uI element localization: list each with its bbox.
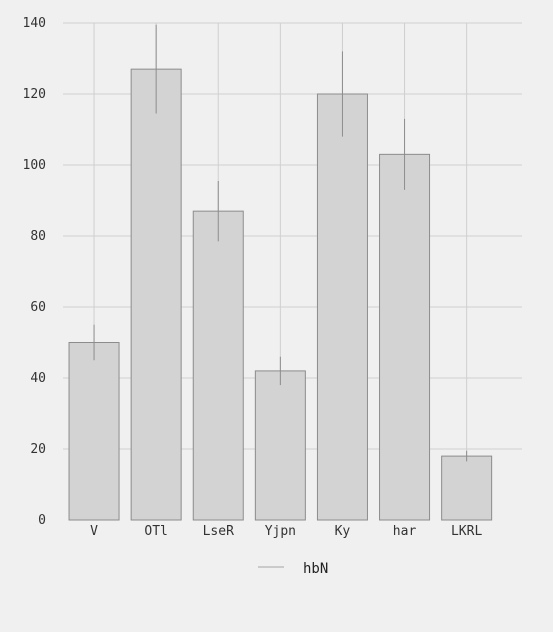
x-tick-label: LseR [203,524,234,539]
y-tick-label: 0 [38,513,46,528]
y-tick-label: 140 [23,16,46,31]
bar-yjpn [254,370,306,521]
x-tick-label: Ky [335,524,351,539]
bar-lkrl [441,455,493,521]
bar-v [68,342,120,521]
y-tick-label: 60 [30,300,46,315]
x-tick-label: LKRL [451,524,482,539]
legend-label: hbN [303,561,328,577]
legend: hbN [258,561,328,577]
y-tick-label: 80 [30,229,46,244]
bar-ky [316,93,368,521]
y-tick-label: 100 [23,158,46,173]
y-tick-label: 40 [30,371,46,386]
y-tick-label: 120 [23,87,46,102]
bar-har [379,153,431,521]
x-tick-label: Yjpn [265,524,296,539]
y-axis-tick-labels: 0 20 40 60 80 100 120 140 [23,16,46,528]
bars [68,68,493,521]
x-axis-tick-labels: V OTl LseR Yjpn Ky har LKRL [90,524,482,539]
x-tick-label: har [393,524,417,539]
bar-lser [192,210,244,521]
bar-otl [130,68,182,521]
x-tick-label: V [90,524,98,539]
error-bars [93,24,468,462]
x-tick-label: OTl [144,524,167,539]
y-tick-label: 20 [30,442,46,457]
